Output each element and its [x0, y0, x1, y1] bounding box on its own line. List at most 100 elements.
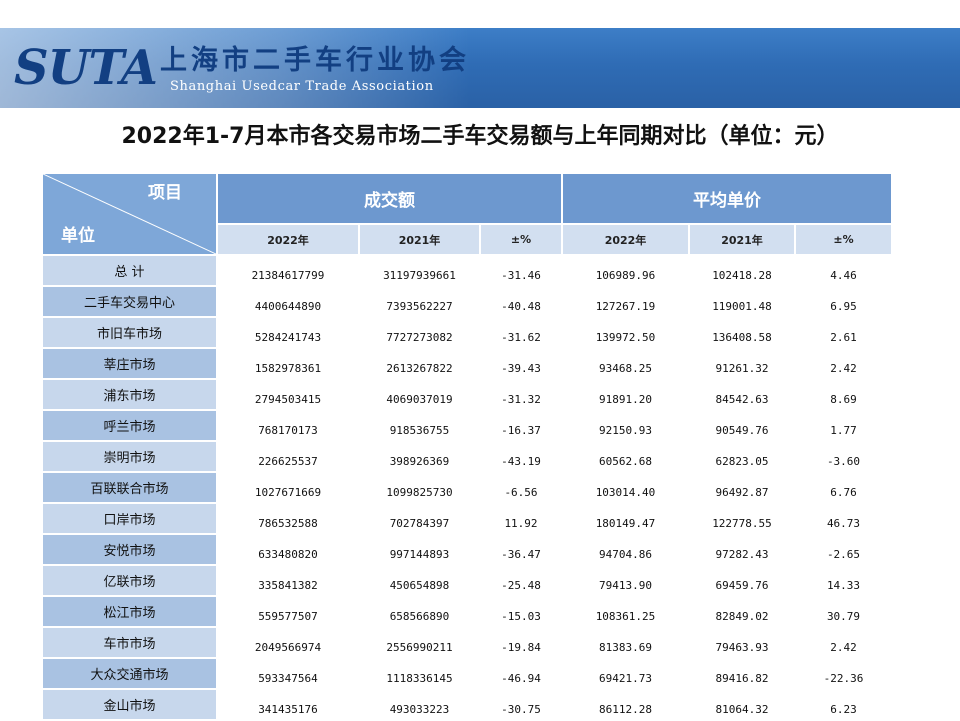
cell-turnover-change: -25.48 — [481, 566, 561, 595]
cell-turnover-2022: 335841382 — [218, 566, 358, 595]
table-row: 二手车交易中心 4400644890 7393562227 -40.48 127267.… — [43, 287, 891, 316]
cell-turnover-change: -16.37 — [481, 411, 561, 440]
cell-turnover-2021: 493033223 — [360, 690, 479, 719]
cell-turnover-2022: 2794503415 — [218, 380, 358, 409]
diagonal-line — [43, 174, 216, 254]
cell-turnover-2021: 918536755 — [360, 411, 479, 440]
header-banner: SUTA 上海市二手车行业协会 Shanghai Usedcar Trade A… — [0, 28, 960, 108]
cell-turnover-2021: 7727273082 — [360, 318, 479, 347]
cell-avg-2021: 122778.55 — [690, 504, 794, 533]
cell-avg-2022: 180149.47 — [563, 504, 688, 533]
row-label: 浦东市场 — [43, 380, 216, 409]
cell-turnover-2021: 2613267822 — [360, 349, 479, 378]
cell-avg-2021: 136408.58 — [690, 318, 794, 347]
table-row: 松江市场 559577507 658566890 -15.03 108361.25 828… — [43, 597, 891, 626]
cell-turnover-2022: 559577507 — [218, 597, 358, 626]
subheader-avg-change: ±% — [796, 225, 891, 254]
table-row: 崇明市场 226625537 398926369 -43.19 60562.68 6282… — [43, 442, 891, 471]
cell-turnover-2022: 786532588 — [218, 504, 358, 533]
page-title: 2022年1-7月本市各交易市场二手车交易额与上年同期对比（单位：元） — [121, 124, 839, 149]
cell-avg-2022: 91891.20 — [563, 380, 688, 409]
table-row: 百联联合市场 1027671669 1099825730 -6.56 103014.40… — [43, 473, 891, 502]
cell-avg-change: 2.42 — [796, 349, 891, 378]
cell-turnover-2022: 633480820 — [218, 535, 358, 564]
cell-avg-2021: 91261.32 — [690, 349, 794, 378]
row-label: 崇明市场 — [43, 442, 216, 471]
cell-turnover-2021: 1099825730 — [360, 473, 479, 502]
cell-turnover-2022: 226625537 — [218, 442, 358, 471]
cell-turnover-change: -46.94 — [481, 659, 561, 688]
cell-avg-2021: 69459.76 — [690, 566, 794, 595]
table-row: 大众交通市场 593347564 1118336145 -46.94 69421.73 8… — [43, 659, 891, 688]
cell-avg-2022: 81383.69 — [563, 628, 688, 657]
cell-turnover-2022: 341435176 — [218, 690, 358, 719]
cell-turnover-change: -15.03 — [481, 597, 561, 626]
cell-avg-change: -2.65 — [796, 535, 891, 564]
cell-avg-change: 1.77 — [796, 411, 891, 440]
row-label: 松江市场 — [43, 597, 216, 626]
row-label: 金山市场 — [43, 690, 216, 719]
table-row: 安悦市场 633480820 997144893 -36.47 94704.86 9728… — [43, 535, 891, 564]
cell-avg-change: 14.33 — [796, 566, 891, 595]
cell-turnover-2021: 997144893 — [360, 535, 479, 564]
cell-avg-change: -3.60 — [796, 442, 891, 471]
cell-turnover-2021: 398926369 — [360, 442, 479, 471]
cell-avg-2021: 79463.93 — [690, 628, 794, 657]
cell-turnover-2022: 1027671669 — [218, 473, 358, 502]
cell-turnover-change: 11.92 — [481, 504, 561, 533]
cell-turnover-2021: 658566890 — [360, 597, 479, 626]
cell-avg-change: 6.23 — [796, 690, 891, 719]
cell-turnover-change: -36.47 — [481, 535, 561, 564]
banner-gradient — [0, 28, 470, 108]
cell-avg-2022: 108361.25 — [563, 597, 688, 626]
group-header-avg-price: 平均单价 — [563, 174, 891, 224]
cell-avg-2022: 92150.93 — [563, 411, 688, 440]
cell-avg-2021: 82849.02 — [690, 597, 794, 626]
cell-avg-2021: 84542.63 — [690, 380, 794, 409]
cell-avg-change: 2.42 — [796, 628, 891, 657]
cell-turnover-2022: 2049566974 — [218, 628, 358, 657]
cell-turnover-change: -43.19 — [481, 442, 561, 471]
cell-avg-2022: 93468.25 — [563, 349, 688, 378]
cell-avg-2022: 139972.50 — [563, 318, 688, 347]
cell-turnover-change: -40.48 — [481, 287, 561, 316]
org-name-cn: 上海市二手车行业协会 — [160, 45, 470, 76]
cell-turnover-2022: 21384617799 — [218, 256, 358, 285]
cell-turnover-2021: 7393562227 — [360, 287, 479, 316]
table-row: 车市市场 2049566974 2556990211 -19.84 81383.69 79… — [43, 628, 891, 657]
cell-turnover-change: -19.84 — [481, 628, 561, 657]
table-row: 总 计 21384617799 31197939661 -31.46 106989.96… — [43, 256, 891, 285]
transaction-table: 项目 单位 成交额 平均单价 2022年 2021年 ±% 2022年 2021… — [41, 172, 893, 721]
cell-turnover-2021: 4069037019 — [360, 380, 479, 409]
row-label: 二手车交易中心 — [43, 287, 216, 316]
cell-avg-change: 8.69 — [796, 380, 891, 409]
cell-avg-2021: 119001.48 — [690, 287, 794, 316]
row-label: 亿联市场 — [43, 566, 216, 595]
cell-turnover-2022: 768170173 — [218, 411, 358, 440]
cell-avg-change: 2.61 — [796, 318, 891, 347]
cell-avg-2021: 102418.28 — [690, 256, 794, 285]
cell-turnover-change: -30.75 — [481, 690, 561, 719]
subheader-turnover-2022: 2022年 — [218, 225, 358, 254]
cell-turnover-2022: 1582978361 — [218, 349, 358, 378]
row-label: 车市市场 — [43, 628, 216, 657]
table-row: 莘庄市场 1582978361 2613267822 -39.43 93468.25 91… — [43, 349, 891, 378]
cell-turnover-change: -31.46 — [481, 256, 561, 285]
cell-avg-2022: 127267.19 — [563, 287, 688, 316]
cell-avg-2021: 62823.05 — [690, 442, 794, 471]
table-row: 金山市场 341435176 493033223 -30.75 86112.28 8106… — [43, 690, 891, 719]
cell-avg-2022: 79413.90 — [563, 566, 688, 595]
row-label: 安悦市场 — [43, 535, 216, 564]
cell-avg-change: 6.95 — [796, 287, 891, 316]
cell-turnover-2022: 593347564 — [218, 659, 358, 688]
cell-avg-change: 6.76 — [796, 473, 891, 502]
cell-avg-change: 46.73 — [796, 504, 891, 533]
cell-turnover-change: -31.62 — [481, 318, 561, 347]
cell-avg-2022: 60562.68 — [563, 442, 688, 471]
subheader-turnover-change: ±% — [481, 225, 561, 254]
cell-turnover-2021: 450654898 — [360, 566, 479, 595]
cell-turnover-change: -39.43 — [481, 349, 561, 378]
cell-avg-2021: 96492.87 — [690, 473, 794, 502]
cell-avg-2022: 94704.86 — [563, 535, 688, 564]
row-label: 口岸市场 — [43, 504, 216, 533]
